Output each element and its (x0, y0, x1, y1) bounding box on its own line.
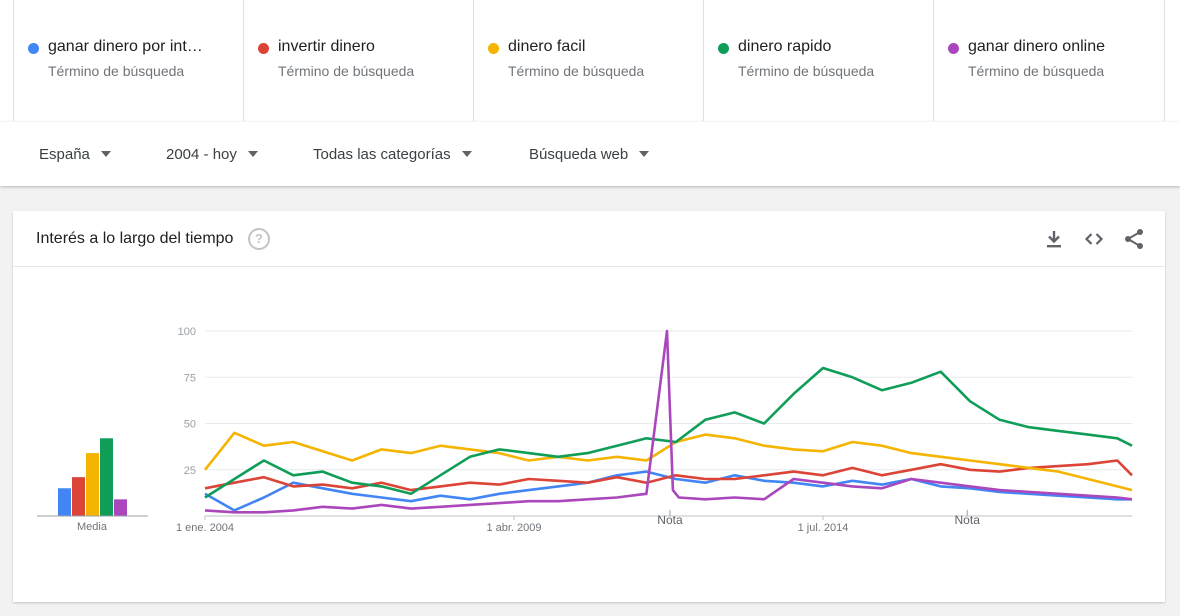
search-term-type: Término de búsqueda (738, 63, 875, 79)
card-title: Interés a lo largo del tiempo (36, 230, 234, 247)
region-dropdown[interactable]: España (39, 122, 111, 186)
series-line-5[interactable] (204, 329, 1133, 514)
search-type-dropdown[interactable]: Búsqueda web (529, 122, 650, 186)
search-term-type: Término de búsqueda (508, 63, 645, 79)
embed-code-icon[interactable] (1082, 227, 1106, 251)
caret-down-icon (100, 151, 111, 157)
search-term-5[interactable]: ganar dinero online Término de búsqueda (933, 0, 1163, 121)
x-tick-label: 1 jul. 2014 (798, 522, 849, 534)
series-line-1[interactable] (204, 470, 1132, 512)
y-axis-ticks: 100 75 50 25 (178, 326, 196, 477)
x-tick-label: 1 ene. 2004 (176, 522, 234, 534)
search-term-name[interactable]: dinero facil (508, 38, 586, 55)
average-bar-4 (100, 438, 113, 516)
time-range-dropdown[interactable]: 2004 - hoy (166, 122, 258, 186)
divider (1164, 0, 1165, 121)
x-axis-ticks: 1 ene. 2004 1 abr. 2009 1 jul. 2014 (176, 516, 848, 534)
search-term-2[interactable]: invertir dinero Término de búsqueda (243, 0, 473, 121)
caret-down-icon (247, 151, 258, 157)
search-term-name[interactable]: ganar dinero por int… (48, 38, 203, 55)
x-tick-label: 1 abr. 2009 (486, 522, 541, 534)
annotation-label[interactable]: Nota (657, 513, 683, 527)
search-term-type: Término de búsqueda (48, 63, 185, 79)
y-tick-label: 50 (184, 419, 196, 431)
interest-over-time-card: Interés a lo largo del tiempo ? Media 10… (13, 211, 1165, 602)
search-term-4[interactable]: dinero rapido Término de búsqueda (703, 0, 933, 121)
series-color-dot (488, 43, 499, 54)
y-tick-label: 25 (184, 465, 196, 477)
search-term-type: Término de búsqueda (968, 63, 1105, 79)
caret-down-icon (461, 151, 472, 157)
series-color-dot (28, 43, 39, 54)
search-type-value: Búsqueda web (529, 145, 629, 163)
search-term-name[interactable]: dinero rapido (738, 38, 832, 55)
download-icon[interactable] (1042, 227, 1066, 251)
time-range-value: 2004 - hoy (166, 145, 237, 163)
series-color-dot (948, 43, 959, 54)
caret-down-icon (639, 151, 650, 157)
card-header: Interés a lo largo del tiempo ? (13, 211, 1165, 267)
series-color-dot (718, 43, 729, 54)
category-value: Todas las categorías (313, 145, 451, 163)
search-term-3[interactable]: dinero facil Término de búsqueda (473, 0, 703, 121)
region-value: España (39, 145, 90, 163)
average-bar-3 (86, 453, 99, 516)
chart-annotations: Nota Nota (657, 510, 980, 527)
search-term-name[interactable]: ganar dinero online (968, 38, 1105, 55)
average-bars (58, 438, 127, 516)
average-label: Media (77, 521, 108, 533)
average-bar-1 (58, 488, 71, 516)
y-tick-label: 75 (184, 372, 196, 384)
series-line-4[interactable] (204, 366, 1133, 499)
annotation-label[interactable]: Nota (955, 513, 981, 527)
search-terms-bar: ganar dinero por int… Término de búsqued… (0, 0, 1180, 123)
search-term-type: Término de búsqueda (278, 63, 415, 79)
average-bar-5 (114, 499, 127, 516)
series-line-2[interactable] (204, 459, 1133, 492)
series-color-dot (258, 43, 269, 54)
share-icon[interactable] (1122, 227, 1146, 251)
category-dropdown[interactable]: Todas las categorías (313, 122, 472, 186)
y-tick-label: 100 (178, 326, 196, 338)
search-term-1[interactable]: ganar dinero por int… Término de búsqued… (13, 0, 243, 121)
chart-series (203, 329, 1133, 514)
filters-bar: España 2004 - hoy Todas las categorías B… (0, 122, 1180, 186)
help-icon[interactable]: ? (248, 228, 270, 250)
average-bar-2 (72, 477, 85, 516)
search-term-name[interactable]: invertir dinero (278, 38, 375, 55)
